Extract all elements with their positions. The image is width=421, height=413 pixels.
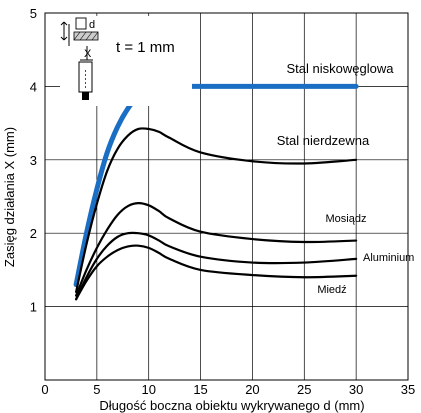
inset-equation: t = 1 mm xyxy=(116,39,175,56)
x-tick-label: 15 xyxy=(193,382,207,397)
series-line-mosiadz xyxy=(75,202,358,297)
y-tick-label: 1 xyxy=(30,300,37,315)
inset-d-label: d xyxy=(89,19,95,31)
y-tick-label: 2 xyxy=(30,226,37,241)
y-axis-title: Zasięg działania X (mm) xyxy=(2,127,17,267)
inset-diagram: d X t = 1 mm xyxy=(60,16,192,106)
series-label-stal-niskoweglowa: Stal niskowęglowa xyxy=(287,61,395,76)
series-label-stal-nierdzewna: Stal nierdzewna xyxy=(277,133,370,148)
x-tick-label: 10 xyxy=(141,382,155,397)
series-labels: Stal niskowęglowa Stal nierdzewna Mosiądz A… xyxy=(277,61,415,296)
series-line-aluminium xyxy=(75,231,358,301)
inset-x-label: X xyxy=(84,48,92,60)
x-tick-label: 0 xyxy=(41,382,48,397)
x-tick-label: 35 xyxy=(401,382,415,397)
x-tick-label: 5 xyxy=(93,382,100,397)
series-line-miedz xyxy=(75,244,358,301)
series-label-miedz: Miedź xyxy=(317,284,346,296)
y-tick-label: 5 xyxy=(30,6,37,21)
x-tick-label: 30 xyxy=(349,382,363,397)
y-tick-label: 3 xyxy=(30,153,37,168)
y-tick-label: 4 xyxy=(30,79,37,94)
series-label-aluminium: Aluminium xyxy=(363,252,414,264)
tick-labels: 0 5 10 15 20 25 30 35 1 2 3 4 5 xyxy=(30,6,415,397)
series-label-mosiadz: Mosiądz xyxy=(326,213,367,225)
x-tick-label: 25 xyxy=(297,382,311,397)
series-line-stal-nierdzewna xyxy=(75,127,358,294)
x-axis-title: Długość boczna obiektu wykrywanego d (mm… xyxy=(99,398,364,413)
x-tick-label: 20 xyxy=(245,382,259,397)
